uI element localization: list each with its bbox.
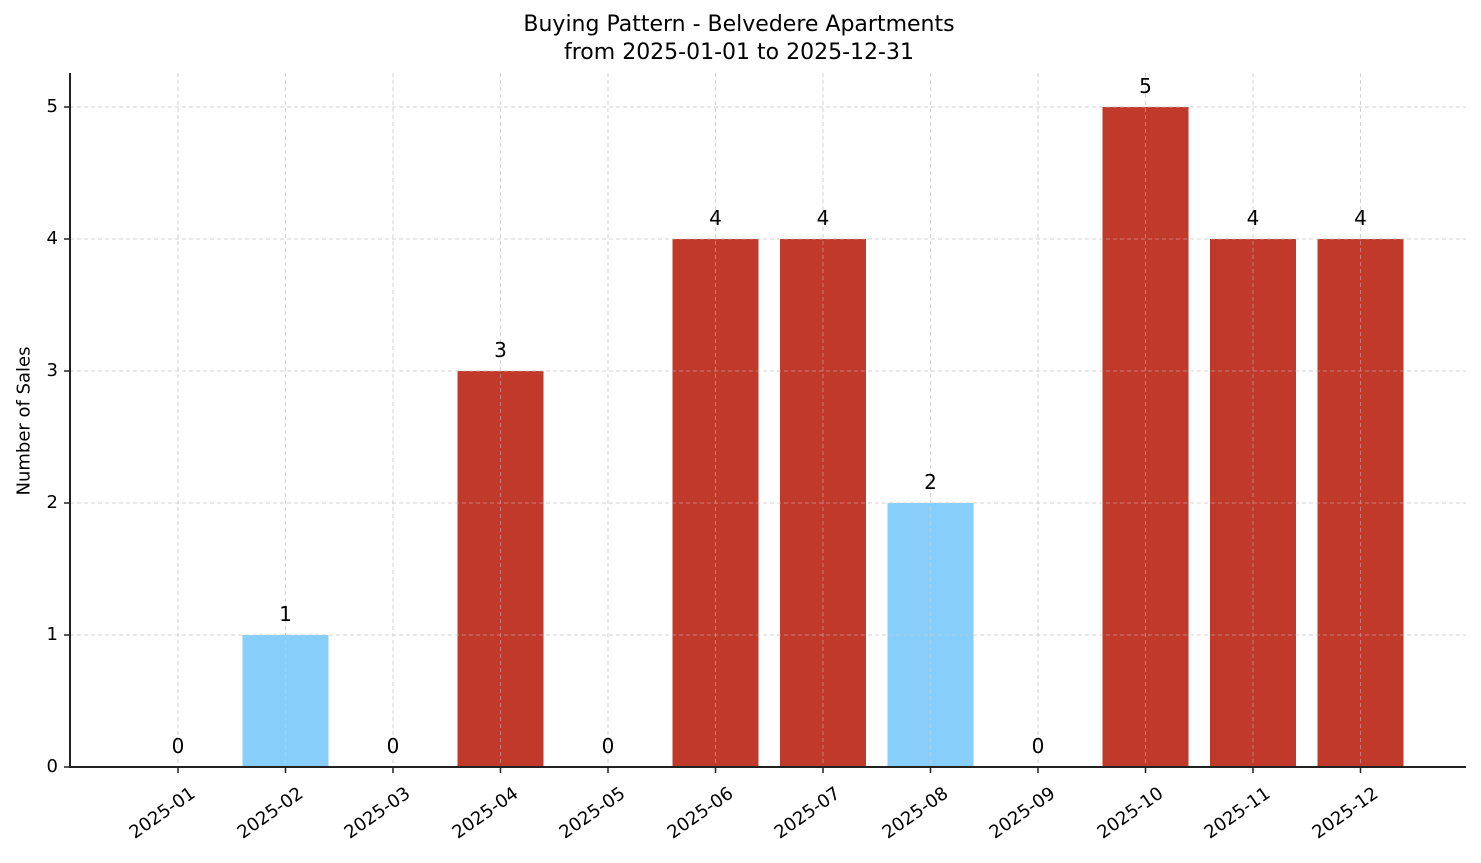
bar-2025-12 bbox=[1317, 239, 1404, 767]
bar-2025-02 bbox=[242, 635, 329, 767]
y-tick-label: 5 bbox=[46, 96, 58, 117]
bar-value-label: 4 bbox=[1354, 206, 1367, 230]
bar-value-label: 5 bbox=[1139, 74, 1152, 98]
bar-value-label: 1 bbox=[279, 602, 292, 626]
bar-value-label: 0 bbox=[171, 734, 185, 758]
bar-value-label: 4 bbox=[709, 206, 722, 230]
bar-value-label: 4 bbox=[1246, 206, 1260, 230]
bar-2025-07 bbox=[780, 239, 866, 767]
chart-title-line1: Buying Pattern - Belvedere Apartments bbox=[523, 12, 955, 37]
bar-2025-11 bbox=[1210, 239, 1296, 767]
y-tick-label: 0 bbox=[46, 756, 58, 777]
grid-lines-overlay bbox=[70, 73, 1466, 767]
bar-value-label: 0 bbox=[1031, 734, 1045, 758]
bars bbox=[242, 107, 1404, 767]
y-tick-label: 2 bbox=[46, 492, 58, 513]
y-tick-label: 1 bbox=[46, 624, 58, 645]
chart-title: Buying Pattern - Belvedere Apartments fr… bbox=[0, 11, 1481, 67]
bar-2025-06 bbox=[672, 239, 759, 767]
bar-value-label: 4 bbox=[816, 206, 830, 230]
bar-value-label: 2 bbox=[924, 470, 937, 494]
bar-value-label: 3 bbox=[494, 338, 507, 362]
bar-value-label: 0 bbox=[386, 734, 400, 758]
bar-2025-04 bbox=[457, 371, 544, 767]
y-tick-label: 4 bbox=[46, 228, 58, 249]
axes bbox=[64, 73, 1466, 773]
chart-subtitle: from 2025-01-01 to 2025-12-31 bbox=[564, 40, 914, 65]
bar-2025-10 bbox=[1102, 107, 1189, 767]
bar-value-label: 0 bbox=[601, 734, 615, 758]
y-tick-label: 3 bbox=[46, 360, 58, 381]
bar-2025-08 bbox=[887, 503, 974, 767]
